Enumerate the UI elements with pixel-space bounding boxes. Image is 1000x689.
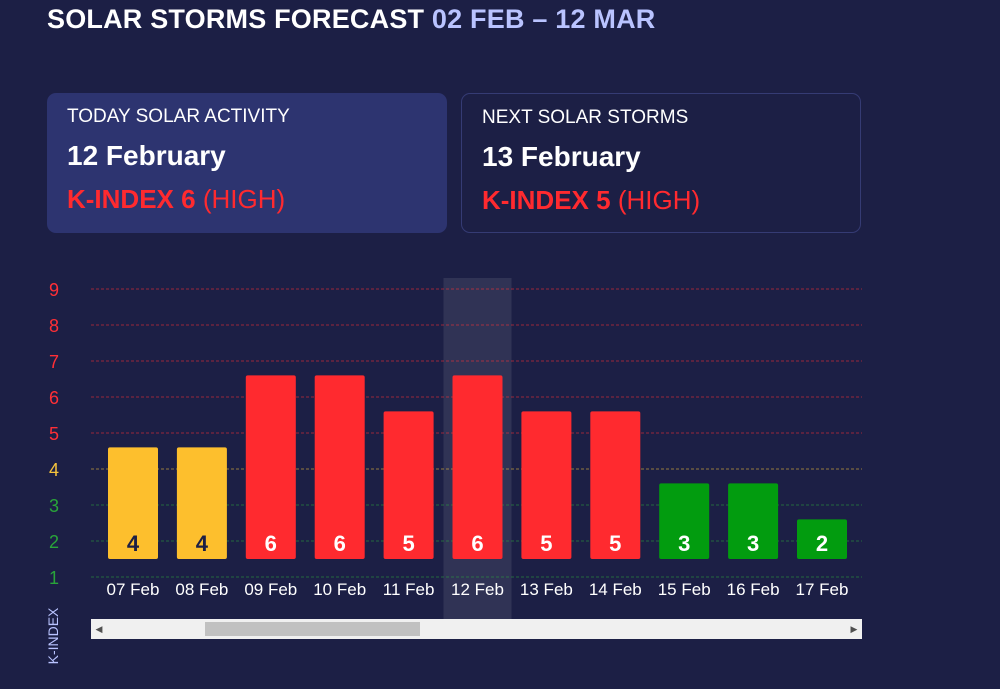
- bar-value-label: 4: [196, 531, 209, 556]
- bar-value-label: 5: [402, 531, 414, 556]
- x-tick-label: 16 Feb: [727, 580, 780, 599]
- x-tick-label: 11 Feb: [383, 580, 435, 599]
- scrollbar-thumb[interactable]: [205, 622, 420, 636]
- y-tick-label: 3: [49, 496, 59, 516]
- y-tick-label: 4: [49, 460, 59, 480]
- bar-11-feb: [383, 411, 434, 559]
- x-tick-label: 07 Feb: [107, 580, 160, 599]
- title-text: SOLAR STORMS FORECAST: [47, 4, 425, 34]
- today-card-kindex: K-INDEX 6 (HIGH): [67, 184, 427, 215]
- bar-10-feb: [314, 375, 365, 559]
- bar-12-feb: [452, 375, 503, 559]
- x-tick-label: 08 Feb: [175, 580, 228, 599]
- y-axis-label: K-INDEX: [45, 607, 61, 664]
- y-tick-label: 9: [49, 280, 59, 300]
- today-kindex-value: K-INDEX 6: [67, 184, 196, 214]
- today-card-date: 12 February: [67, 140, 226, 171]
- bar-08-feb: [176, 447, 227, 559]
- today-card-label: TODAY SOLAR ACTIVITY: [67, 106, 290, 127]
- bar-07-feb: [108, 447, 158, 559]
- y-tick-label: 8: [49, 316, 59, 336]
- bar-13-feb: [521, 411, 572, 559]
- bar-value-label: 3: [678, 531, 690, 556]
- bar-value-label: 5: [609, 531, 621, 556]
- y-tick-label: 1: [49, 568, 59, 588]
- x-tick-label: 14 Feb: [589, 580, 642, 599]
- y-tick-label: 5: [49, 424, 59, 444]
- next-kindex-value: K-INDEX 5: [482, 185, 611, 215]
- bar-09-feb: [245, 375, 296, 559]
- y-tick-label: 7: [49, 352, 59, 372]
- next-storm-card: NEXT SOLAR STORMS 13 February K-INDEX 5 …: [461, 93, 861, 233]
- y-tick-label: 6: [49, 388, 59, 408]
- bar-value-label: 4: [127, 531, 140, 556]
- next-card-label: NEXT SOLAR STORMS: [482, 107, 689, 128]
- page-title: SOLAR STORMS FORECAST 02 FEB – 12 MAR: [47, 4, 656, 35]
- bar-value-label: 3: [747, 531, 759, 556]
- y-tick-label: 2: [49, 532, 59, 552]
- x-tick-label: 09 Feb: [244, 580, 297, 599]
- x-tick-label: 15 Feb: [658, 580, 711, 599]
- today-kindex-level: (HIGH): [202, 184, 286, 214]
- next-card-date: 13 February: [482, 141, 641, 172]
- next-card-kindex: K-INDEX 5 (HIGH): [482, 185, 840, 216]
- x-tick-label: 17 Feb: [796, 580, 849, 599]
- bar-value-label: 6: [471, 531, 483, 556]
- x-tick-label: 13 Feb: [520, 580, 573, 599]
- bar-15-feb: [659, 483, 710, 559]
- x-tick-label: 12 Feb: [451, 580, 504, 599]
- bar-17-feb: [797, 519, 847, 559]
- bar-value-label: 2: [816, 531, 828, 556]
- bar-14-feb: [590, 411, 641, 559]
- bar-16-feb: [728, 483, 779, 559]
- arrow-right-icon[interactable]: ▶: [850, 624, 858, 634]
- arrow-left-icon[interactable]: ◀: [95, 624, 103, 634]
- date-range: 02 FEB – 12 MAR: [431, 4, 656, 34]
- bar-value-label: 5: [540, 531, 552, 556]
- bar-value-label: 6: [265, 531, 277, 556]
- next-kindex-level: (HIGH): [617, 185, 701, 215]
- x-tick-label: 10 Feb: [313, 580, 366, 599]
- today-activity-card: TODAY SOLAR ACTIVITY 12 February K-INDEX…: [47, 93, 447, 233]
- bar-value-label: 6: [334, 531, 346, 556]
- chart-scrollbar[interactable]: ◀ ▶: [91, 619, 862, 639]
